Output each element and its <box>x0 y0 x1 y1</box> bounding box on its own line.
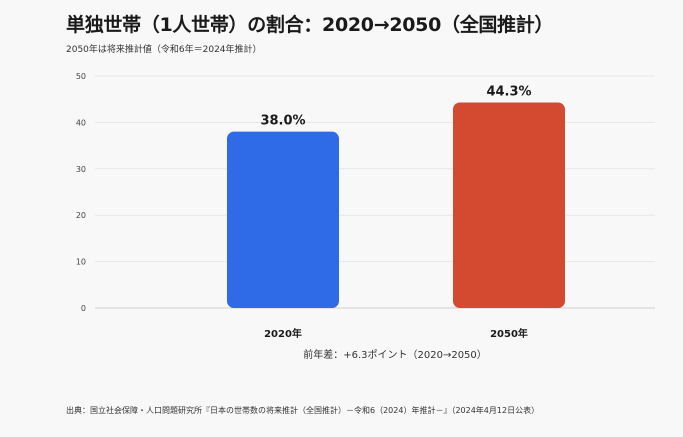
chart-subtitle: 2050年は将来推計値（令和6年＝2024年推計） <box>66 45 262 55</box>
bar <box>227 131 339 308</box>
y-tick-label: 40 <box>76 118 86 127</box>
y-tick-label: 50 <box>76 72 86 81</box>
x-axis-ticks: 2020年 2050年 <box>264 327 528 340</box>
bar-value-label: 38.0% <box>260 114 305 129</box>
y-tick-label: 20 <box>76 211 86 220</box>
y-tick-label: 0 <box>81 304 86 313</box>
chart-title: 単独世帯（1人世帯）の割合：2020→2050（全国推計） <box>66 14 554 36</box>
x-tick-label: 2020年 <box>264 327 302 340</box>
y-axis-ticks: 0 10 20 30 40 50 <box>76 72 86 313</box>
chart-grid <box>95 75 655 309</box>
bar-value-label: 44.3% <box>486 84 531 99</box>
x-tick-label: 2050年 <box>490 327 528 340</box>
chart-bars: 38.0% 44.3% <box>227 84 565 308</box>
y-tick-label: 10 <box>76 258 86 267</box>
source-note: 出典：国立社会保障・人口問題研究所『日本の世帯数の将来推計（全国推計）－令和6（… <box>66 406 540 415</box>
y-tick-label: 30 <box>76 165 86 174</box>
x-axis-label: 前年差：+6.3ポイント（2020→2050） <box>303 348 487 361</box>
bar <box>453 102 565 308</box>
